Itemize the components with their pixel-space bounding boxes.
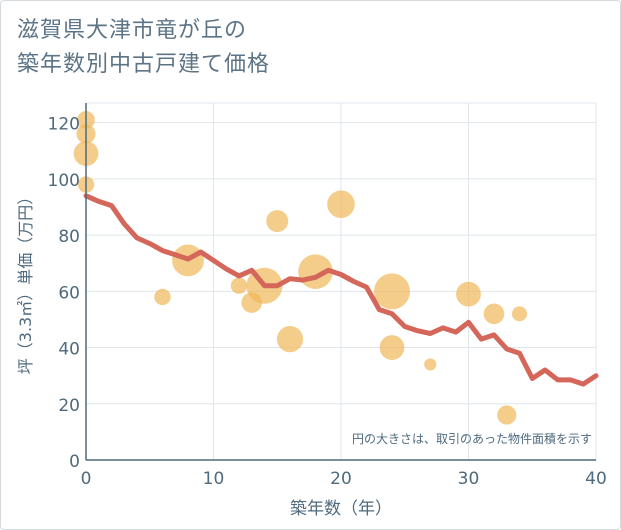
- bubble-point: [266, 210, 289, 233]
- bubble-point: [483, 303, 505, 325]
- bubble-point: [327, 190, 355, 218]
- y-tick-label: 80: [58, 227, 80, 247]
- chart-title-line1: 滋賀県大津市竜が丘の: [17, 18, 248, 43]
- bubble-point: [154, 288, 171, 306]
- x-tick-label: 30: [458, 469, 480, 489]
- bubble-point: [456, 281, 481, 307]
- y-tick-label: 40: [58, 340, 80, 360]
- x-tick-label: 20: [330, 469, 352, 489]
- bubble-point: [424, 358, 437, 371]
- bubble-point: [379, 335, 405, 360]
- bubble-size-note: 円の大きさは、取引のあった物件面積を示す: [352, 431, 592, 446]
- chart-title: 滋賀県大津市竜が丘の 築年数別中古戸建て価格: [17, 14, 270, 82]
- bubble-point: [276, 326, 304, 353]
- average-price-line: [83, 193, 599, 387]
- x-tick-label: 0: [81, 469, 92, 489]
- y-tick-label: 20: [58, 396, 80, 416]
- y-tick-label: 100: [48, 171, 80, 191]
- bubble-point: [374, 273, 410, 310]
- x-tick-label: 40: [585, 469, 607, 489]
- y-tick-label: 120: [48, 115, 80, 135]
- bubble-point: [512, 306, 527, 322]
- y-axis-label: 坪（3.3㎡）単価（万円）: [16, 189, 35, 374]
- bubble-point: [497, 405, 517, 425]
- x-tick-label: 10: [203, 469, 225, 489]
- y-tick-label: 0: [69, 452, 80, 472]
- chart-title-line2: 築年数別中古戸建て価格: [17, 52, 271, 77]
- x-axis-label: 築年数（年）: [290, 499, 392, 519]
- y-tick-label: 60: [58, 283, 80, 303]
- bubble-point: [230, 277, 248, 294]
